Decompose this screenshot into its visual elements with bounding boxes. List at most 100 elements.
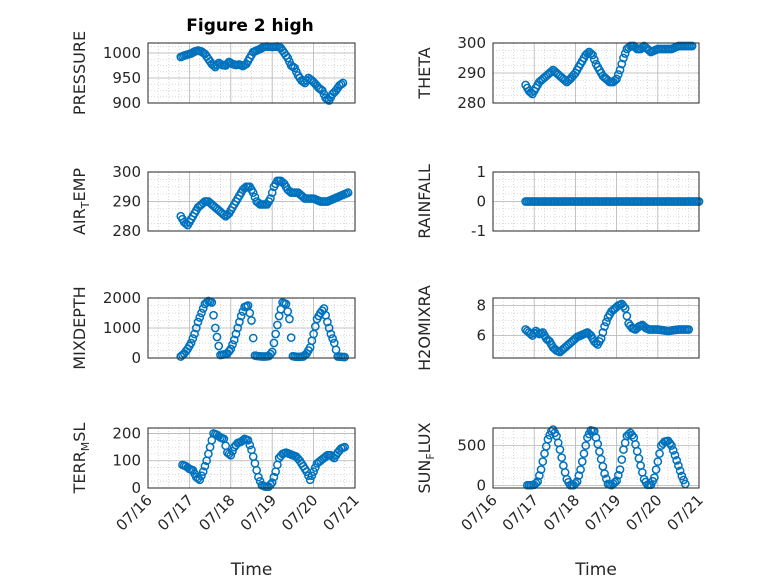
data-point: [238, 435, 248, 445]
y-axis-label: RAINFALL: [415, 164, 434, 239]
data-point: [557, 453, 567, 462]
axes-box: [492, 171, 700, 232]
y-tick-label: 100: [112, 452, 141, 470]
data-point: [233, 323, 243, 333]
y-tick-label: 6: [476, 327, 486, 345]
x-axis-label: Time: [230, 560, 273, 580]
data-point: [195, 313, 205, 322]
data-point: [248, 333, 258, 343]
subplot-5: 0 1000 2000 MIXDEPTH: [70, 286, 356, 370]
axes-box: [147, 42, 356, 104]
data-point: [214, 341, 224, 351]
data-point: [212, 332, 222, 342]
data-point: [245, 440, 255, 450]
data-point: [324, 323, 334, 333]
data-point: [612, 74, 621, 84]
data-point: [269, 472, 279, 482]
subplot-2: 280 290 300 THETA: [415, 34, 700, 112]
data-point: [674, 461, 683, 470]
data-point: [202, 298, 211, 307]
data-point: [668, 446, 678, 455]
data-point: [219, 210, 229, 220]
data-point: [583, 49, 592, 58]
data-point: [613, 70, 623, 79]
data-point: [670, 450, 680, 460]
data-point: [555, 445, 565, 454]
data-point: [651, 465, 661, 474]
data-point: [577, 457, 587, 466]
data-point: [266, 194, 275, 203]
data-point: [273, 320, 282, 330]
data-point: [186, 338, 196, 348]
data-point: [286, 333, 296, 342]
data-point: [531, 478, 541, 488]
data-point: [195, 475, 205, 485]
y-tick-label: 290: [457, 64, 486, 82]
data-point: [601, 317, 611, 327]
data-point: [200, 461, 210, 471]
y-axis-label: H2OMIXRA: [415, 285, 434, 371]
data-point: [598, 328, 608, 337]
data-point: [638, 43, 647, 52]
data-point: [650, 473, 659, 482]
data-point: [226, 450, 236, 460]
subplot-1: 900 950 1000 PRESSURE: [70, 31, 356, 115]
y-tick-label: 0: [131, 479, 141, 497]
data-point: [574, 471, 584, 480]
data-point: [340, 352, 349, 362]
data-point: [228, 340, 237, 349]
axes-box: [492, 42, 700, 104]
data-point: [197, 471, 206, 481]
data-point: [304, 471, 313, 481]
y-tick-label: 1000: [103, 319, 141, 337]
subplot-3: 280 290 300 AIRTEMP: [70, 163, 356, 240]
x-tick-label: 07/18: [540, 491, 583, 534]
data-point: [579, 449, 589, 458]
x-tick-label: 07/18: [195, 491, 238, 534]
x-tick-label: 07/21: [320, 491, 363, 534]
data-point: [667, 441, 676, 450]
data-point: [560, 76, 570, 85]
data-point: [581, 441, 591, 450]
y-axis-label: PRESSURE: [70, 31, 89, 115]
data-point: [309, 467, 318, 476]
data-point: [188, 334, 198, 343]
data-point: [191, 323, 201, 333]
data-point: [336, 79, 346, 89]
data-point: [538, 457, 548, 466]
data-point: [543, 434, 553, 444]
y-axis-label: TERRMSL: [70, 423, 92, 495]
data-point: [323, 317, 332, 327]
data-point: [198, 467, 208, 476]
data-point: [589, 55, 599, 64]
data-point: [600, 322, 609, 331]
data-point: [338, 78, 348, 88]
data-point: [340, 442, 349, 452]
x-tick-label: 07/19: [237, 491, 280, 534]
data-point: [535, 471, 544, 480]
x-tick-label: 07/21: [664, 491, 707, 534]
data-point: [305, 475, 315, 485]
data-point: [269, 338, 279, 348]
y-tick-label: 0: [131, 349, 141, 367]
y-tick-label: 950: [112, 69, 141, 87]
data-point: [207, 298, 217, 307]
data-point: [285, 314, 294, 324]
x-tick-label: 07/19: [581, 491, 624, 534]
data-point: [326, 329, 336, 339]
data-point: [267, 347, 277, 357]
data-point: [533, 477, 542, 486]
y-tick-label: 2000: [103, 289, 141, 307]
data-point: [307, 471, 317, 481]
y-tick-label: 900: [112, 94, 141, 112]
subplot-8: 0 500 SUNFLUX 07/1607/1707/1807/1907/2007/2…: [415, 422, 707, 580]
axes-box: [147, 297, 356, 359]
data-point: [596, 334, 606, 343]
data-point: [619, 301, 628, 311]
y-tick-label: 200: [112, 424, 141, 442]
x-tick-label: 07/17: [499, 491, 542, 534]
y-tick-label: -1: [471, 222, 486, 240]
y-axis-label: MIXDEPTH: [70, 286, 89, 369]
y-tick-label: 300: [112, 163, 141, 181]
